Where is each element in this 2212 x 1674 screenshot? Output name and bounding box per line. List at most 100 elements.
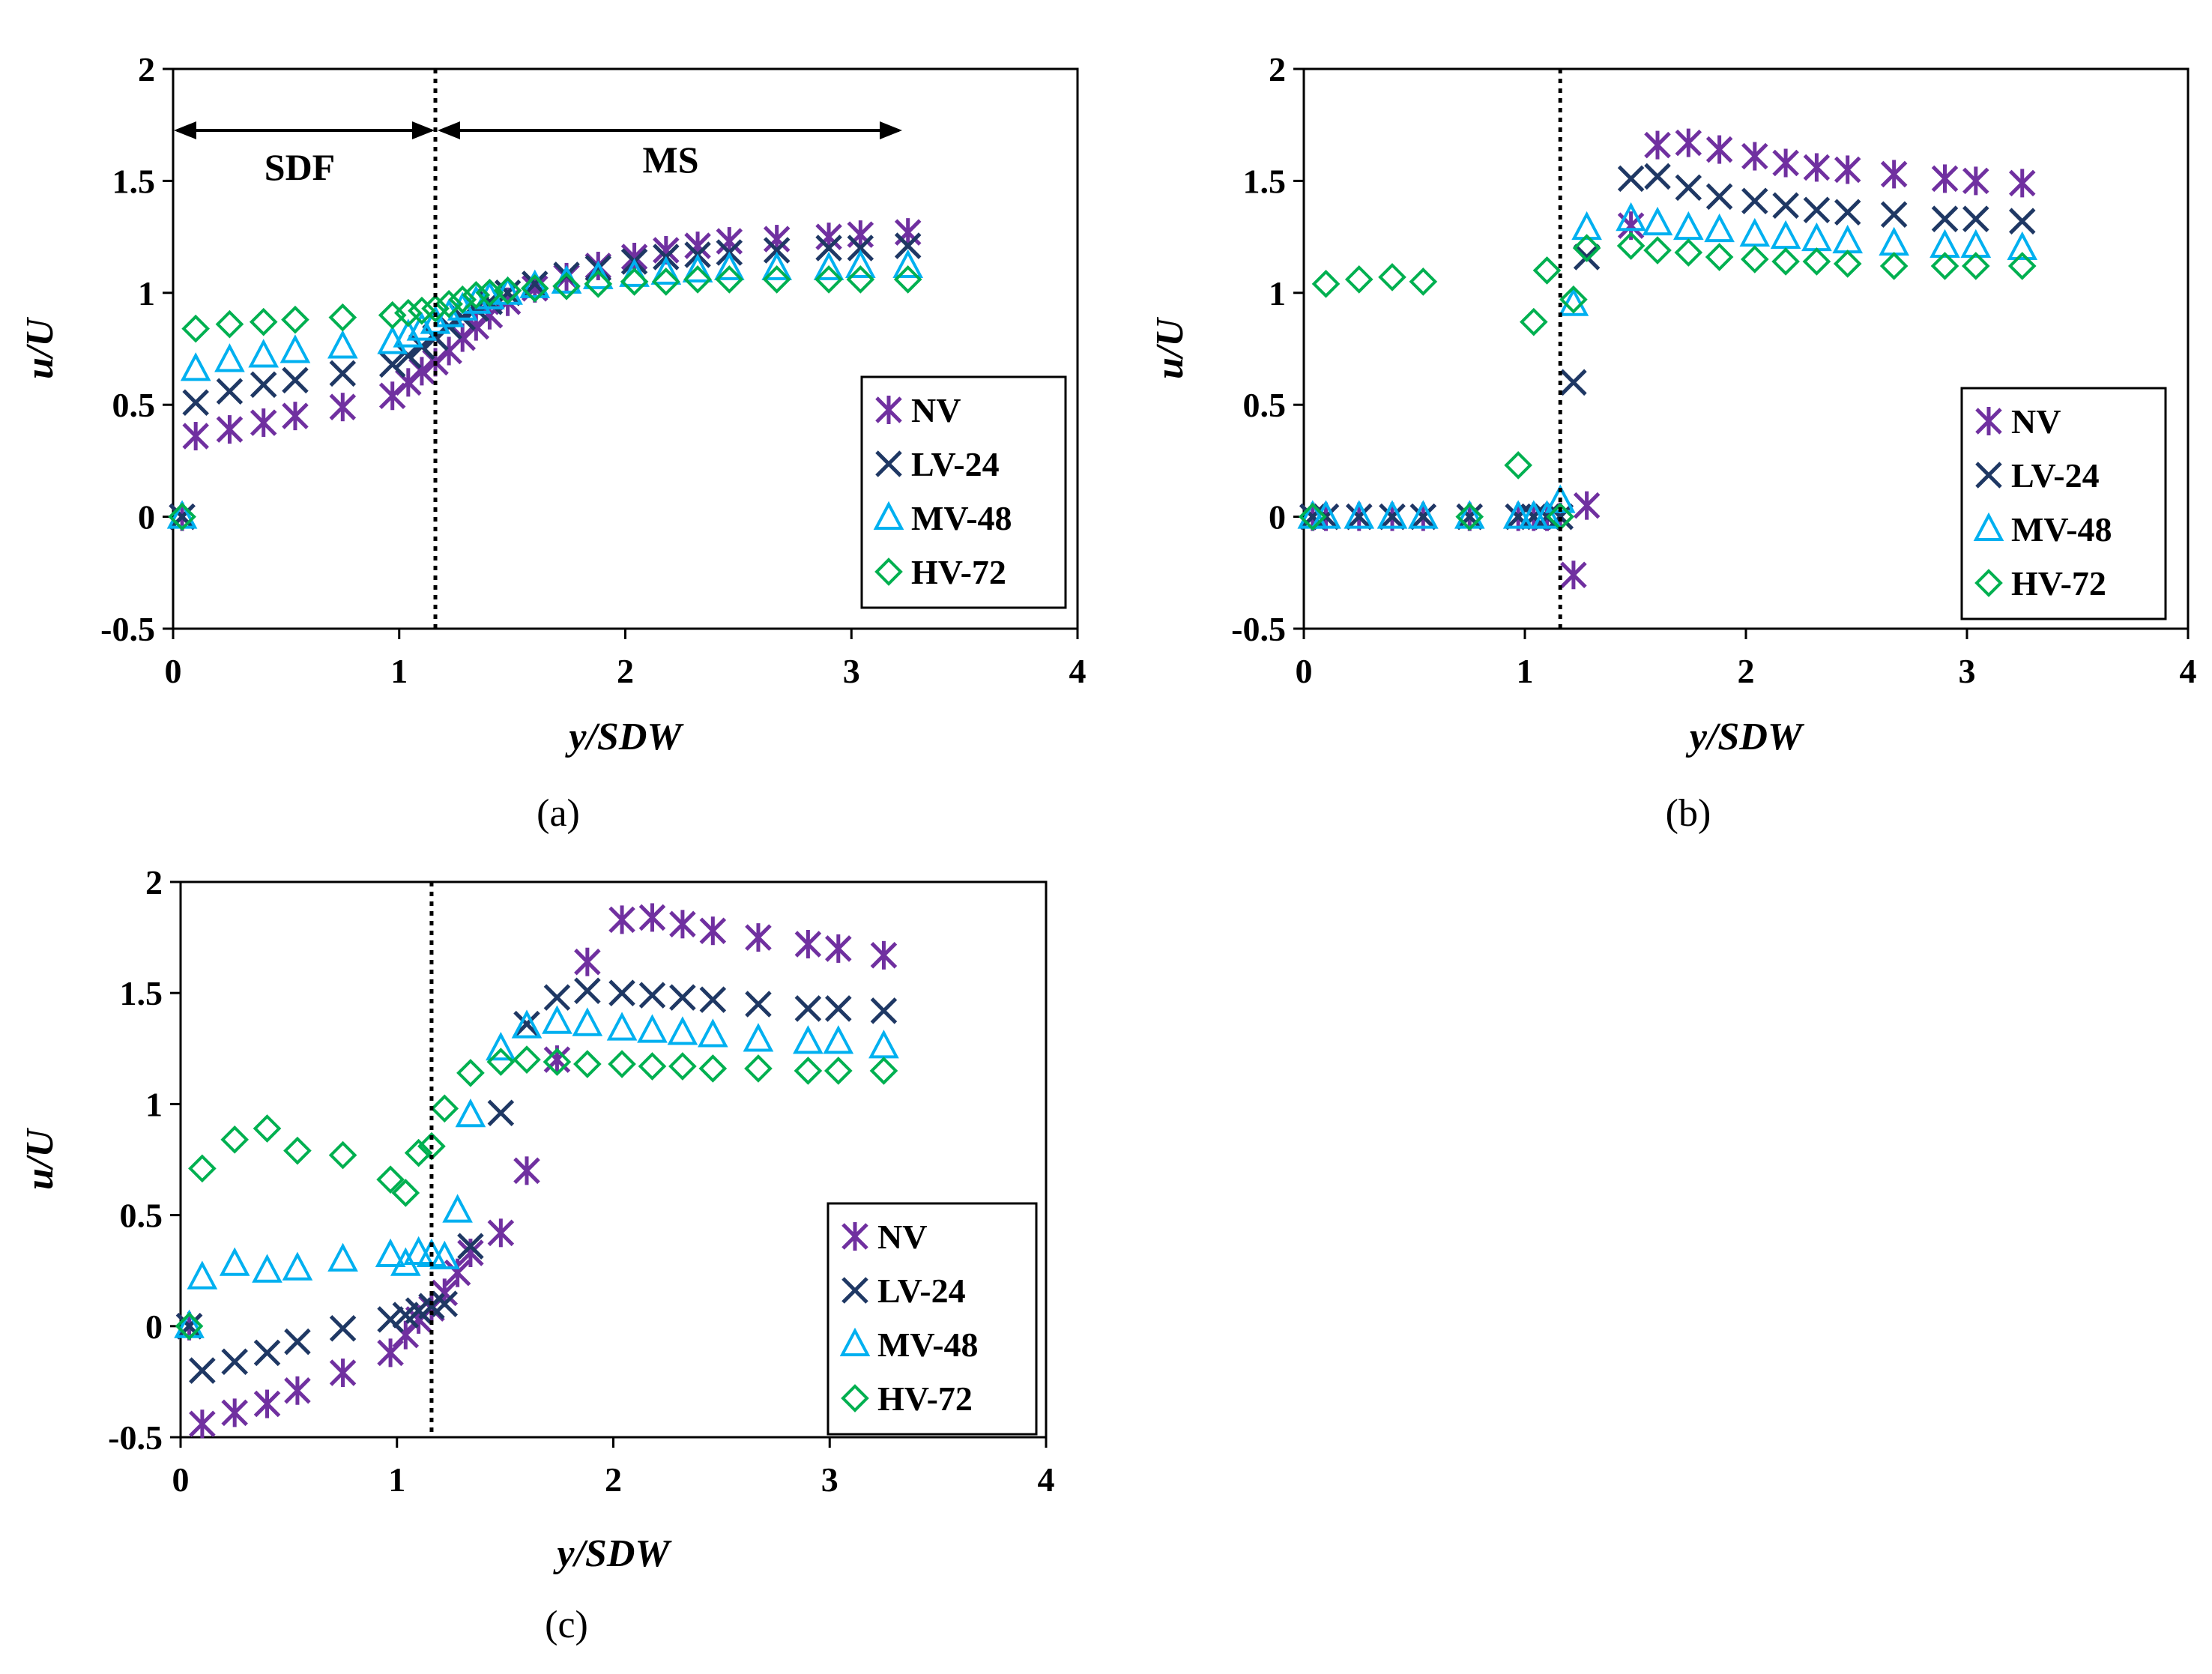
data-point xyxy=(283,1136,312,1165)
data-point xyxy=(619,258,650,287)
data-point xyxy=(584,270,613,298)
data-point xyxy=(1344,500,1375,529)
marker-stroke xyxy=(841,1277,868,1304)
marker-stroke xyxy=(608,979,635,1006)
data-point xyxy=(1960,229,1992,259)
data-point xyxy=(573,1050,602,1078)
data-point xyxy=(1379,503,1406,531)
marker-stroke xyxy=(847,235,874,262)
data-point xyxy=(216,415,244,444)
data-point xyxy=(1672,211,1704,241)
marker-stroke xyxy=(894,232,922,259)
data-point xyxy=(282,1251,313,1281)
data-point xyxy=(1298,502,1327,531)
marker-stroke xyxy=(745,991,772,1018)
x-axis-label: y/SDW xyxy=(552,1532,672,1575)
data-point xyxy=(1879,226,1909,256)
data-point xyxy=(378,351,406,378)
data-point xyxy=(1644,130,1671,160)
data-point xyxy=(1961,252,1990,280)
y-tick-label: 1.5 xyxy=(112,162,156,200)
marker-stroke xyxy=(395,342,422,369)
data-point xyxy=(435,289,463,318)
y-tick-label: -0.5 xyxy=(108,1418,163,1457)
data-point xyxy=(574,947,601,976)
data-point xyxy=(620,242,648,271)
data-point xyxy=(582,260,614,289)
data-point xyxy=(1502,500,1534,529)
legend-label-hv-72: HV-72 xyxy=(2011,564,2106,602)
data-point xyxy=(1832,224,1864,254)
data-point xyxy=(1705,243,1734,271)
data-point xyxy=(892,249,924,278)
data-point xyxy=(329,360,357,387)
data-point xyxy=(608,905,635,934)
data-point xyxy=(1833,250,1862,278)
marker-stroke xyxy=(513,1010,540,1038)
data-point xyxy=(1674,238,1703,267)
data-point xyxy=(431,1290,459,1317)
data-point xyxy=(698,1054,728,1083)
data-point xyxy=(825,995,852,1022)
marker-stroke xyxy=(284,1328,311,1356)
marker-stroke xyxy=(1573,244,1601,271)
legend-label-nv: NV xyxy=(911,391,961,429)
legend-marker-nv xyxy=(1975,407,2002,435)
legend-box xyxy=(1960,387,2167,620)
marker-stroke xyxy=(870,997,898,1024)
data-point xyxy=(248,339,279,368)
marker-stroke xyxy=(669,984,696,1011)
marker-stroke xyxy=(1644,163,1671,190)
data-point xyxy=(2008,169,2036,198)
region-label-sdf: SDF xyxy=(265,146,335,188)
series-mv-48 xyxy=(166,249,924,529)
data-point xyxy=(1573,244,1601,271)
legend-marker-hv-72 xyxy=(874,558,903,586)
series-hv-72 xyxy=(168,265,922,531)
x-tick-label: 4 xyxy=(1038,1460,1055,1499)
marker-stroke xyxy=(763,237,791,264)
y-axis-label: u/U xyxy=(19,317,61,379)
data-point xyxy=(868,1030,899,1059)
data-point xyxy=(744,1054,773,1083)
legend-label-mv-48: MV-48 xyxy=(911,499,1012,537)
marker-stroke xyxy=(1409,503,1437,531)
data-point xyxy=(493,276,522,305)
y-tick-label: 0 xyxy=(1269,498,1286,537)
data-point xyxy=(180,352,211,381)
data-point xyxy=(1741,142,1768,171)
series-lv-24 xyxy=(175,977,898,1384)
data-point xyxy=(214,343,245,372)
data-point xyxy=(457,1238,484,1267)
data-point xyxy=(175,1311,204,1341)
data-point xyxy=(637,1014,668,1043)
data-point xyxy=(328,1140,357,1170)
marker-stroke xyxy=(250,371,277,399)
marker-stroke xyxy=(1520,503,1547,531)
y-axis-label: u/U xyxy=(19,1128,61,1190)
data-point xyxy=(699,986,727,1013)
marker-stroke xyxy=(1772,192,1799,220)
data-point xyxy=(1772,148,1799,178)
data-point xyxy=(824,1057,853,1085)
series-nv xyxy=(1299,128,2036,590)
data-point xyxy=(253,1389,281,1418)
data-point xyxy=(1311,500,1341,529)
data-point xyxy=(487,1099,515,1127)
data-point xyxy=(408,296,436,325)
data-point xyxy=(2007,252,2037,280)
data-point xyxy=(1801,222,1832,252)
x-tick-label: 0 xyxy=(1296,652,1313,690)
x-tick-label: 1 xyxy=(1517,652,1534,690)
data-point xyxy=(1643,236,1672,265)
data-point xyxy=(487,1218,515,1248)
data-point xyxy=(870,997,898,1024)
x-tick-label: 2 xyxy=(605,1460,622,1499)
data-point xyxy=(1547,503,1574,531)
legend-label-nv: NV xyxy=(2011,402,2061,441)
panel-caption: (c) xyxy=(545,1604,588,1646)
marker-stroke xyxy=(329,1314,357,1342)
ms-arrowhead-right xyxy=(880,121,902,139)
data-point xyxy=(1616,202,1646,232)
data-point xyxy=(486,1032,516,1061)
